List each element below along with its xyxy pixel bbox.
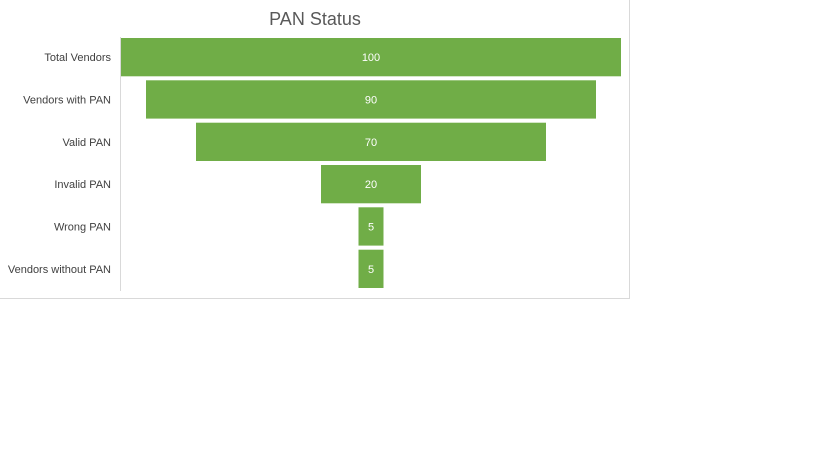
funnel-bar xyxy=(121,38,621,77)
data-label: 5 xyxy=(368,222,374,234)
funnel-bar xyxy=(358,207,384,246)
funnel-bar xyxy=(146,80,596,119)
category-label: Invalid PAN xyxy=(54,179,111,191)
bars-layer: 100 Total Vendors 90 Vendors with PAN 70 Vali… xyxy=(8,38,621,288)
category-label: Wrong PAN xyxy=(54,222,111,234)
chart-title: PAN Status xyxy=(269,9,361,29)
data-label: 5 xyxy=(368,264,374,276)
data-label: 70 xyxy=(365,137,377,149)
category-label: Vendors with PAN xyxy=(23,95,111,107)
funnel-bar xyxy=(321,165,421,204)
funnel-bar xyxy=(196,122,546,161)
category-label: Total Vendors xyxy=(44,52,111,64)
data-label: 100 xyxy=(362,52,380,64)
funnel-chart: PAN Status 100 Total Vendors 90 Vendors wit… xyxy=(8,9,621,291)
category-label: Valid PAN xyxy=(62,137,111,149)
funnel-bar xyxy=(358,249,384,288)
chart-area: PAN Status 100 Total Vendors 90 Vendors wit… xyxy=(0,0,630,299)
category-label: Vendors without PAN xyxy=(8,264,111,276)
data-label: 20 xyxy=(365,179,377,191)
data-label: 90 xyxy=(365,95,377,107)
